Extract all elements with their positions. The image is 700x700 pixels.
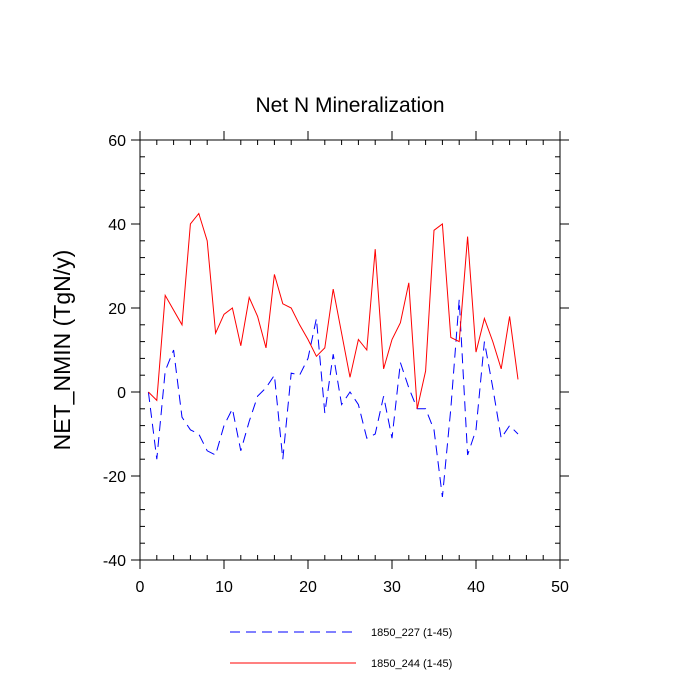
x-tick-label: 30 — [383, 579, 401, 596]
x-tick-label: 40 — [467, 579, 485, 596]
x-tick-label: 50 — [551, 579, 569, 596]
y-tick-label: 40 — [108, 217, 126, 234]
y-tick-label: 60 — [108, 133, 126, 150]
y-tick-label: -40 — [103, 553, 126, 570]
plot-frame — [139, 139, 561, 561]
y-tick-label: 20 — [108, 301, 126, 318]
x-tick-label: 20 — [299, 579, 317, 596]
legend-label-2: 1850_244 (1-45) — [371, 658, 452, 670]
x-tick-label: 0 — [136, 579, 145, 596]
series-lines — [147, 212, 519, 498]
y-tick-label: -20 — [103, 469, 126, 486]
tick-marks — [131, 131, 569, 569]
y-axis-title: NET_NMIN (TgN/y) — [49, 250, 75, 451]
tick-labels: 0 10 20 30 40 50 -40 -20 0 20 40 60 — [103, 133, 569, 596]
x-tick-label: 10 — [215, 579, 233, 596]
legend-label-1: 1850_227 (1-45) — [371, 627, 452, 639]
legend: 1850_227 (1-45) 1850_244 (1-45) — [230, 627, 452, 670]
chart-title: Net N Mineralization — [255, 94, 444, 117]
series-line-2 — [148, 212, 519, 409]
y-tick-label: 0 — [117, 385, 126, 402]
series-line-1 — [147, 299, 519, 498]
